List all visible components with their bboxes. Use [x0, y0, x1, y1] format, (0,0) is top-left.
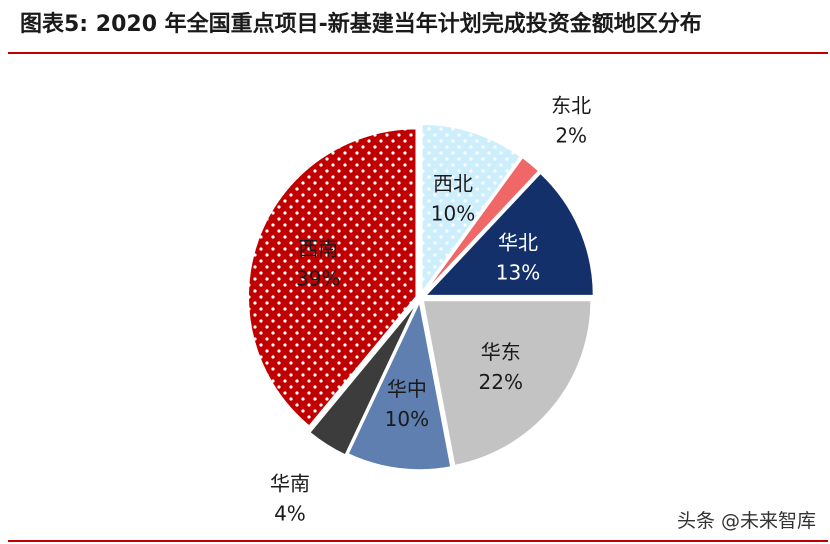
pie-label-north-china-value: 13% — [496, 261, 540, 285]
pie-label-south-china-category: 华南 — [270, 471, 310, 495]
pie-label-east-china-value: 22% — [479, 370, 523, 394]
header-divider — [8, 52, 828, 54]
pie-slice-north-china — [423, 172, 595, 297]
footer-divider — [8, 540, 828, 542]
pie-slice-central-china — [346, 299, 452, 471]
pie-label-south-china-value: 4% — [274, 501, 306, 525]
pie-label-northwest: 西北 10% — [431, 171, 475, 225]
pie-labels: 西北 10% 东北 2% 华北 13% 华东 22% 华中 10% 华南 4% 西南 39% — [270, 94, 591, 526]
pie-label-southwest-category: 西南 — [298, 236, 338, 260]
pie-slice-northwest-pattern — [421, 124, 521, 293]
pie-label-east-china-category: 华东 — [481, 340, 521, 364]
pie-slice-south-china — [308, 302, 418, 457]
pie-label-southwest: 西南 39% — [296, 236, 340, 290]
pie-slice-northeast — [423, 156, 540, 294]
pie-label-east-china: 华东 22% — [479, 340, 523, 394]
pie-label-central-china-category: 华中 — [387, 377, 427, 401]
figure-title: 图表5: 2020 年全国重点项目-新基建当年计划完成投资金额地区分布 — [20, 12, 702, 37]
pie-label-northeast: 东北 2% — [551, 94, 591, 148]
pie-label-north-china: 华北 13% — [496, 231, 540, 285]
pie-label-north-china-category: 华北 — [498, 231, 538, 255]
pie-slice-east-china — [422, 299, 592, 467]
pie-slices — [247, 123, 595, 471]
pie-label-northwest-category: 西北 — [433, 171, 473, 195]
pie-label-northeast-value: 2% — [555, 124, 587, 148]
source-watermark: 头条 @未来智库 — [676, 510, 816, 532]
pie-label-south-china: 华南 4% — [270, 471, 310, 525]
pie-label-southwest-value: 39% — [296, 266, 340, 290]
pie-label-northeast-category: 东北 — [551, 94, 591, 118]
pie-slice-southwest-pattern — [248, 128, 417, 427]
pie-label-central-china: 华中 10% — [385, 377, 429, 431]
pie-label-central-china-value: 10% — [385, 407, 429, 431]
pie-label-northwest-value: 10% — [431, 201, 475, 225]
